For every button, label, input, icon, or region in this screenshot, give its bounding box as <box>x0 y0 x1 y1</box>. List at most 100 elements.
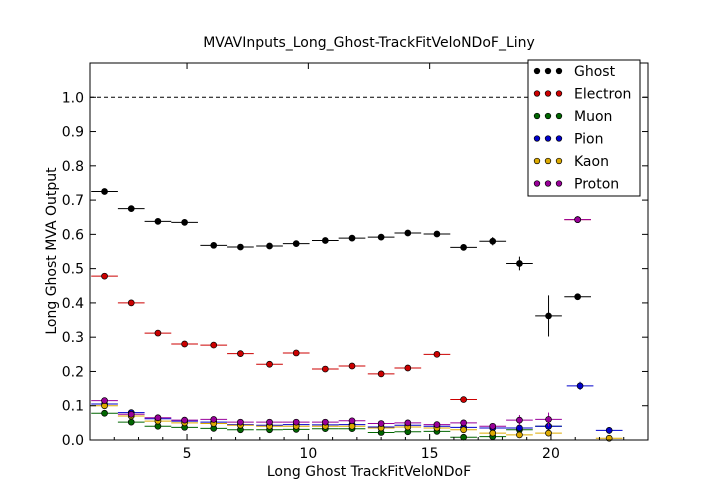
data-point <box>266 242 273 250</box>
data-point <box>516 260 523 267</box>
series-layer <box>91 188 623 442</box>
data-point <box>101 188 108 195</box>
y-tick-label: 0.3 <box>62 330 84 346</box>
legend-entry-pion: Pion <box>533 132 603 148</box>
data-point <box>433 230 441 238</box>
legend-marker <box>533 67 541 75</box>
y-tick-label: 0.9 <box>62 125 84 141</box>
data-point <box>237 350 244 357</box>
data-point <box>348 417 356 425</box>
legend-marker <box>544 112 552 120</box>
legend-marker <box>555 90 563 97</box>
data-point <box>237 243 244 251</box>
legend-label: Proton <box>574 177 619 193</box>
legend-marker <box>533 90 541 97</box>
data-point <box>576 382 584 390</box>
legend-marker <box>555 67 563 75</box>
data-point <box>377 420 385 427</box>
legend-label: Muon <box>574 109 612 125</box>
data-point <box>154 329 162 337</box>
data-point <box>433 421 441 428</box>
y-tick-label: 0.6 <box>62 227 84 243</box>
legend-marker <box>544 67 552 75</box>
data-point <box>348 362 356 370</box>
data-point <box>516 424 523 432</box>
legend-entry-proton: Proton <box>533 177 619 193</box>
series-proton <box>91 216 591 430</box>
plot-frame <box>89 62 649 441</box>
data-point <box>460 433 467 441</box>
legend-entry-electron: Electron <box>533 87 631 103</box>
data-point <box>292 418 300 426</box>
data-point <box>101 409 108 417</box>
data-point <box>210 241 218 249</box>
data-point <box>321 237 329 244</box>
data-point <box>127 205 135 213</box>
data-point <box>377 233 385 241</box>
data-point <box>101 272 108 280</box>
data-point <box>404 364 412 372</box>
y-tick-label: 0.1 <box>62 399 84 415</box>
data-point <box>181 340 188 348</box>
legend-marker <box>555 180 563 187</box>
legend-entry-muon: Muon <box>533 109 612 125</box>
data-point <box>101 397 108 404</box>
data-point <box>321 365 329 373</box>
data-point <box>127 299 135 307</box>
data-point <box>266 418 273 426</box>
data-point <box>181 219 188 226</box>
legend-entry-ghost: Ghost <box>533 64 616 80</box>
data-point <box>292 240 300 247</box>
x-tick-label: 10 <box>299 446 317 462</box>
legend-marker <box>533 135 541 142</box>
series-ghost <box>91 188 591 337</box>
data-point <box>154 414 162 422</box>
data-point <box>237 418 244 426</box>
data-point <box>545 429 552 437</box>
y-tick-label: 0.8 <box>62 159 84 175</box>
tick-layer: 0.0 0.1 0.2 0.3 0.4 0.5 0.6 0.7 0.8 0.9 1.0 5 10 15 20 <box>62 63 648 462</box>
legend-marker <box>555 112 563 120</box>
legend-label: Pion <box>574 132 603 148</box>
data-point <box>321 418 329 426</box>
chart-title: MVAVInputs_Long_Ghost-TrackFitVeloNDoF_L… <box>203 35 535 51</box>
legend-items: Ghost Electron Muon Pion Kaon Proton <box>533 64 631 193</box>
data-point <box>404 229 412 237</box>
legend-marker <box>544 157 552 165</box>
data-point <box>348 422 356 430</box>
y-tick-label: 1.0 <box>62 90 84 106</box>
legend-box <box>527 59 641 197</box>
data-point <box>460 396 467 403</box>
y-tick-label: 0.4 <box>62 296 84 312</box>
data-point <box>127 410 135 418</box>
data-point <box>377 370 385 378</box>
data-point <box>127 418 135 426</box>
x-axis-label: Long Ghost TrackFitVeloNDoF <box>267 464 471 480</box>
legend-marker <box>533 180 541 187</box>
legend-marker <box>544 135 552 142</box>
y-tick-label: 0.5 <box>62 262 84 278</box>
data-point <box>460 419 467 427</box>
data-point <box>433 350 441 358</box>
data-point <box>545 312 552 320</box>
data-point <box>266 360 273 368</box>
x-tick-label: 15 <box>421 446 439 462</box>
legend-entry-kaon: Kaon <box>533 154 609 170</box>
data-point <box>210 416 218 423</box>
data-point <box>348 234 356 242</box>
y-axis-label: Long Ghost MVA Output <box>44 167 60 335</box>
legend-label: Kaon <box>574 154 609 170</box>
legend-marker <box>555 135 563 142</box>
data-point <box>404 419 412 427</box>
y-tick-label: 0.2 <box>62 364 84 380</box>
y-tick-label: 0.7 <box>62 193 84 209</box>
y-tick-label: 0.0 <box>62 433 84 449</box>
data-point <box>516 416 523 424</box>
data-point <box>210 341 218 349</box>
data-point <box>460 244 467 251</box>
x-tick-label: 5 <box>183 446 192 462</box>
legend: Ghost Electron Muon Pion Kaon Proton <box>527 59 641 197</box>
legend-marker <box>533 157 541 165</box>
legend-marker <box>555 157 563 165</box>
